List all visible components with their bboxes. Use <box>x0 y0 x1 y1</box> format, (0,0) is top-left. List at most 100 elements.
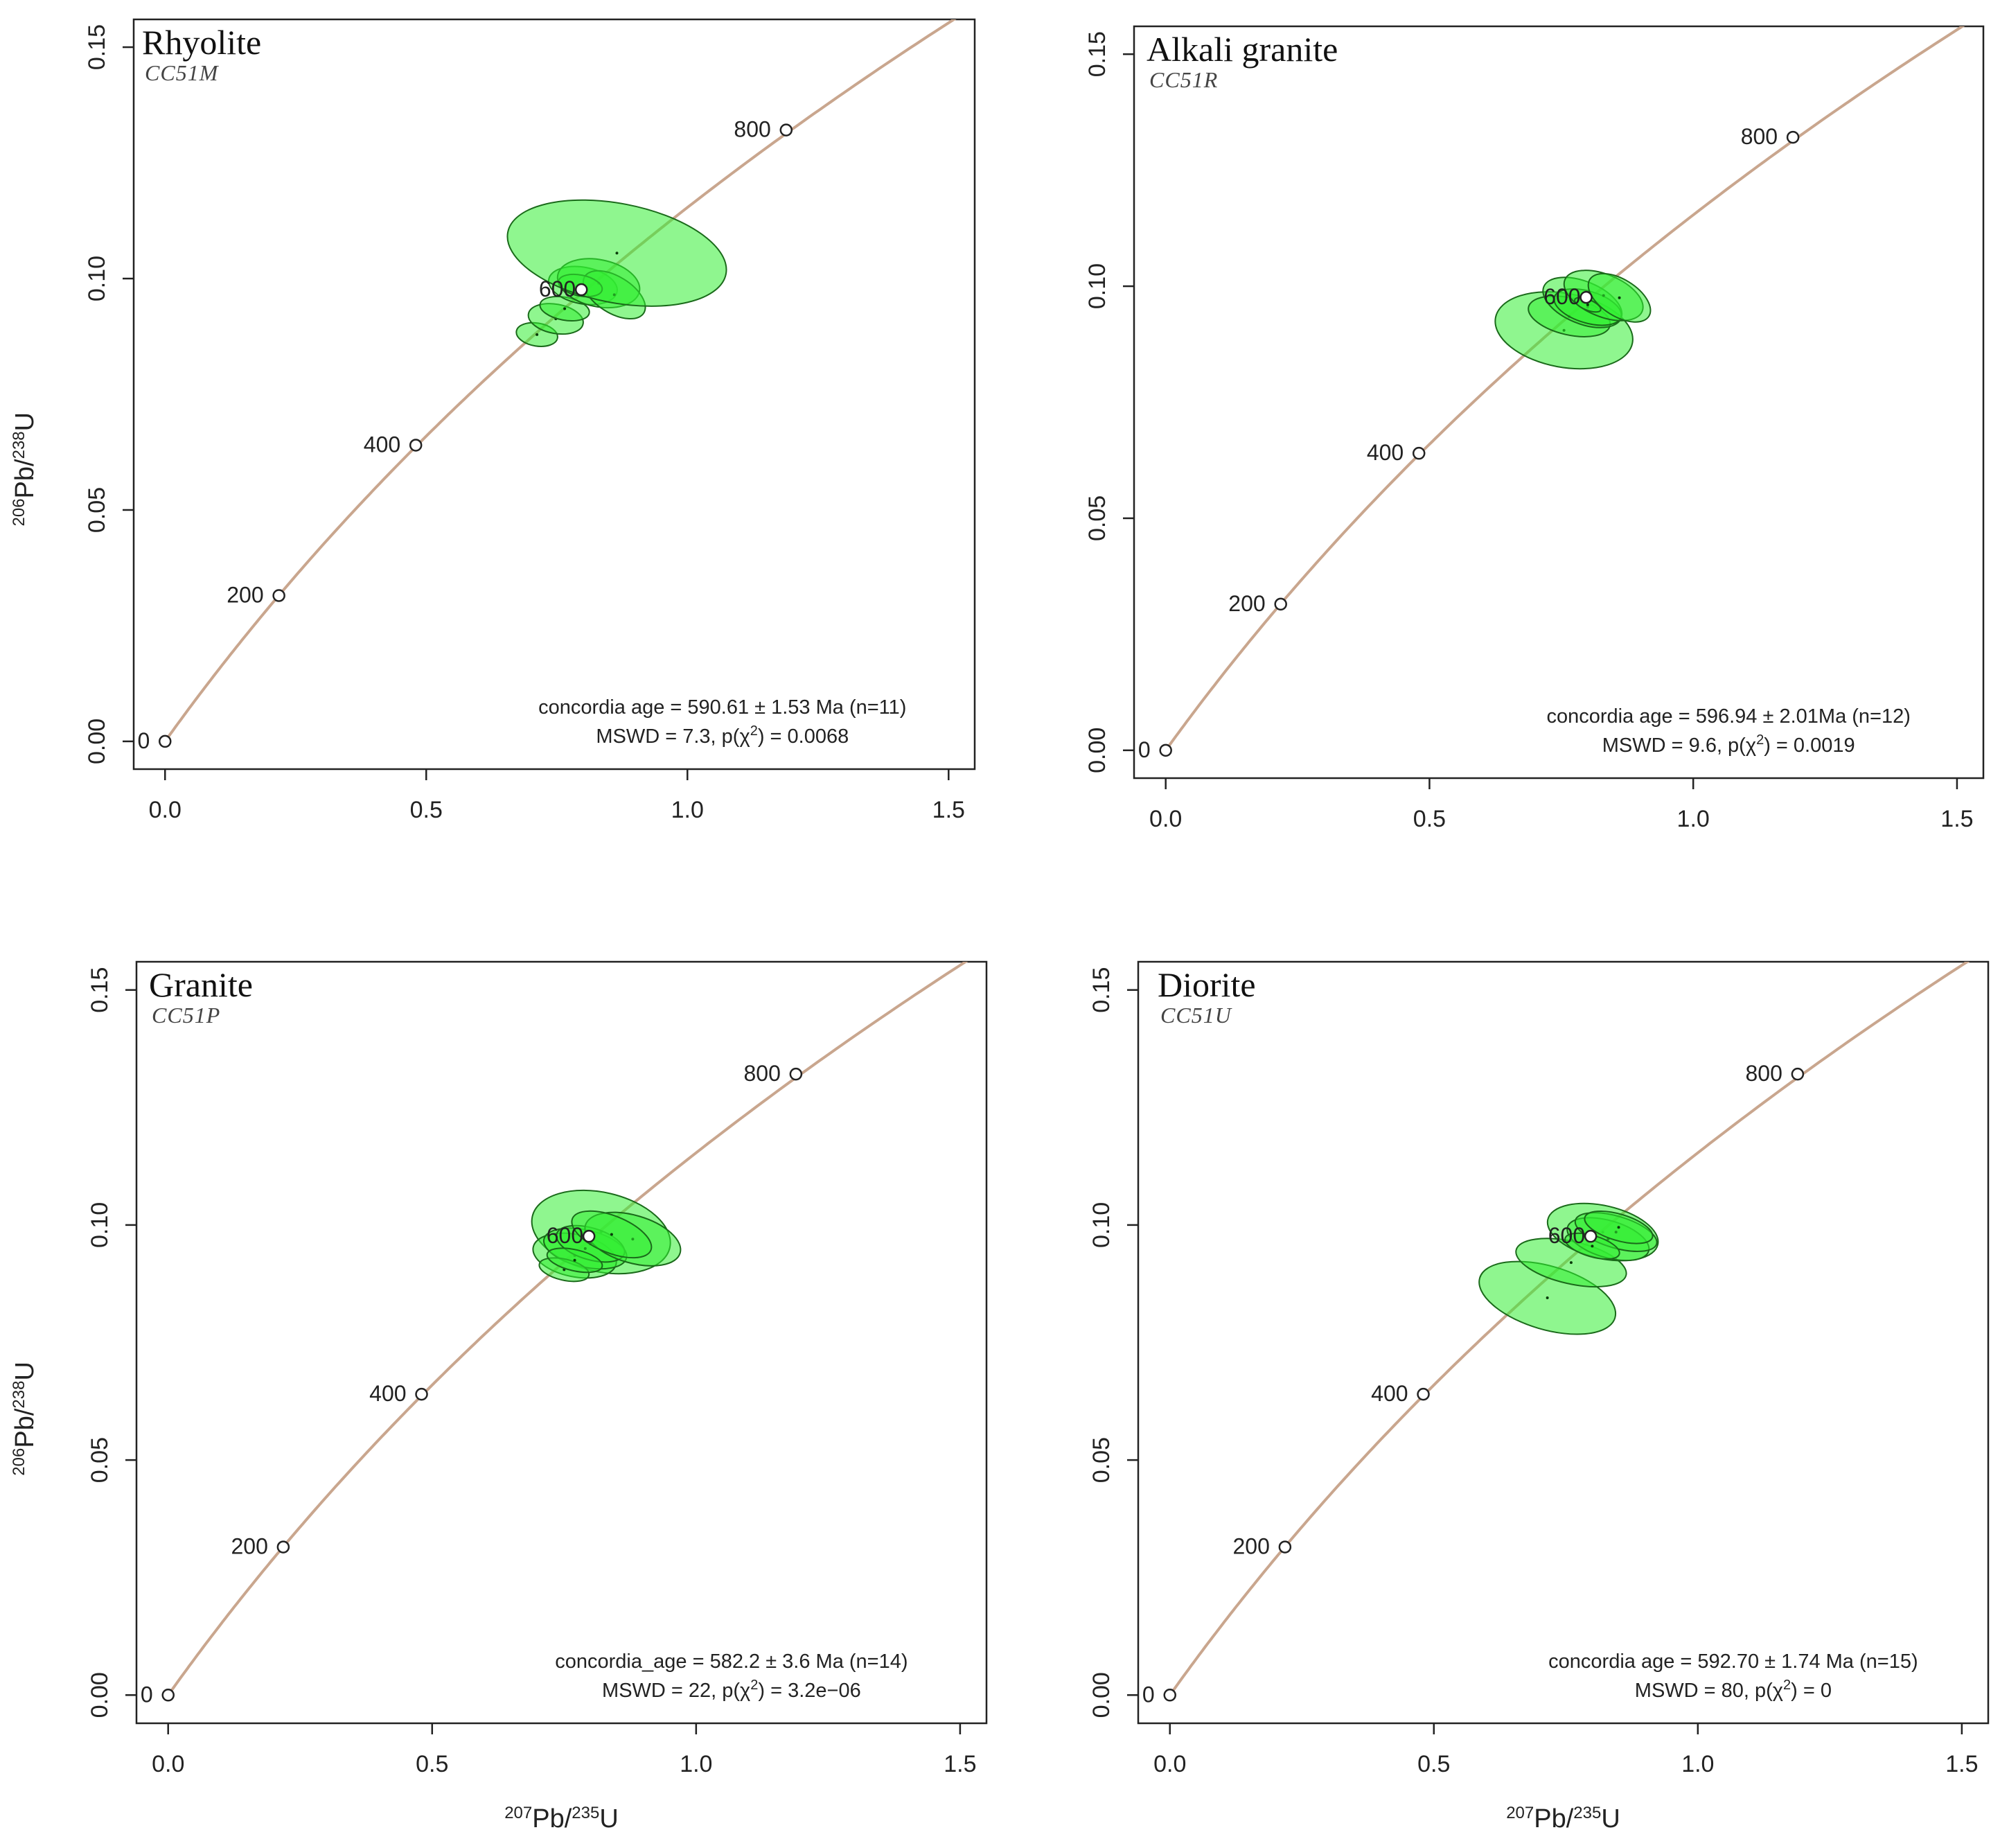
x-axis-label-sup1: 207 <box>1506 1804 1534 1822</box>
y-tick-label: 0.05 <box>1084 495 1110 541</box>
plot-frame <box>1137 960 1990 1725</box>
age-marker <box>789 1067 803 1081</box>
age-marker-label: 800 <box>734 117 770 142</box>
y-axis-label: 206Pb/238U <box>10 412 40 527</box>
ellipse-center <box>1569 1261 1573 1265</box>
age-marker <box>1159 743 1172 757</box>
stats-line-2-tail: ) = 0.0019 <box>1764 734 1855 757</box>
age-marker <box>574 283 588 297</box>
x-tick-label: 1.0 <box>680 1751 712 1777</box>
stats-line-2-tail: ) = 0.0068 <box>758 725 849 748</box>
y-tick-label: 0.15 <box>87 967 113 1013</box>
ellipse-center <box>1617 1226 1620 1229</box>
age-marker-label: 600 <box>547 1223 583 1248</box>
age-marker <box>1584 1229 1598 1243</box>
y-tick-label: 0.05 <box>87 1437 113 1483</box>
x-axis-label: 207Pb/235U <box>504 1804 619 1834</box>
x-tick-label: 0.5 <box>416 1751 448 1777</box>
x-axis-label-sup2: 235 <box>572 1804 599 1822</box>
y-tick-label: 0.15 <box>84 24 110 70</box>
chart-panel-4: 0.0 0.5 1.0 1.5 0.00 0.05 0.10 0.15 0 200 400 600 80… <box>1088 960 1990 1834</box>
age-marker-label: 200 <box>231 1534 267 1559</box>
plot-area: 0 200 400 600 800 <box>1142 962 1970 1707</box>
chart-panel-2: 0.0 0.5 1.0 1.5 0.00 0.05 0.10 0.15 0 200 400 600 80… <box>1084 25 1985 832</box>
plot-frame <box>1133 25 1985 780</box>
ellipse-center <box>610 1233 613 1236</box>
x-tick-label: 1.5 <box>1945 1751 1978 1777</box>
age-marker <box>1791 1067 1805 1081</box>
age-marker-label: 200 <box>1232 1534 1269 1559</box>
stats-line-2: MSWD = 80, p(χ2) = 0 <box>1635 1678 1832 1702</box>
stats-line-2-sup: 2 <box>1756 732 1764 748</box>
age-marker-label: 400 <box>369 1381 406 1406</box>
ellipse-center <box>1618 296 1621 299</box>
stats-line-1: concordia age = 592.70 ± 1.74 Ma (n=15) <box>1548 1651 1918 1673</box>
y-axis-label-sup1: 206 <box>9 1448 28 1476</box>
x-axis-label-main: Pb/ <box>1534 1804 1573 1833</box>
stats-line-2-tail: ) = 3.2e−06 <box>758 1680 860 1702</box>
stats-line-2-sup: 2 <box>750 1678 758 1693</box>
x-tick-label: 0.0 <box>152 1751 184 1777</box>
panel-subtitle: CC51R <box>1149 67 1218 92</box>
age-marker-label: 0 <box>1142 1682 1155 1707</box>
ellipse-center <box>1586 303 1589 306</box>
x-tick-label: 1.5 <box>1940 806 1973 832</box>
stats-line-2-sup: 2 <box>1783 1678 1791 1693</box>
x-tick-label: 0.0 <box>1149 806 1182 832</box>
age-marker-label: 400 <box>364 432 400 457</box>
age-marker-label: 0 <box>141 1682 153 1707</box>
y-axis-label-sup2: 238 <box>10 431 28 459</box>
age-marker <box>161 1689 175 1702</box>
ellipse-center <box>1546 1296 1549 1300</box>
age-marker <box>158 734 172 748</box>
y-axis-label-main: Pb/ <box>10 459 39 498</box>
x-tick-label: 0.5 <box>1417 1751 1450 1777</box>
age-marker <box>1417 1387 1430 1401</box>
age-marker <box>276 1540 290 1554</box>
panel-title: Granite <box>149 965 253 1004</box>
panel-title: Alkali granite <box>1147 30 1338 69</box>
y-axis-label-sup1: 206 <box>10 498 28 526</box>
plot-area: 0 200 400 600 800 <box>141 962 968 1707</box>
age-marker-label: 0 <box>137 728 150 753</box>
y-tick-label: 0.00 <box>84 719 110 764</box>
y-tick-label: 0.00 <box>87 1672 113 1718</box>
age-marker-label: 800 <box>1741 124 1778 149</box>
age-marker-label: 800 <box>743 1061 780 1086</box>
age-marker <box>1579 290 1593 304</box>
age-marker <box>1278 1540 1292 1554</box>
age-marker-label: 600 <box>539 276 576 301</box>
y-axis-label: 206Pb/238U <box>9 1362 39 1476</box>
x-tick-label: 1.0 <box>671 797 704 823</box>
plot-area: 0 200 400 600 800 <box>137 19 957 753</box>
ellipse-center <box>536 333 539 336</box>
ellipse-center <box>563 307 567 310</box>
panels: 0.0 0.5 1.0 1.50.000.050.100.15020040060080… <box>9 18 1990 1834</box>
age-marker <box>582 1229 596 1243</box>
age-marker <box>1412 446 1426 460</box>
stats-line-2-main: MSWD = 22, p(χ <box>602 1680 750 1702</box>
plot-frame <box>132 18 976 771</box>
stats-line-2-tail: ) = 0 <box>1791 1680 1832 1702</box>
age-marker-label: 200 <box>227 583 263 608</box>
x-tick-label: 0.0 <box>149 797 182 823</box>
stats-line-1: concordia age = 596.94 ± 2.01Ma (n=12) <box>1547 705 1911 728</box>
chart-panel-1: 0.0 0.5 1.0 1.5 0.00 0.05 0.10 0.15 0 200 400 600 80… <box>10 18 976 823</box>
y-tick-label: 0.05 <box>1088 1437 1115 1483</box>
y-axis-label-tail: U <box>10 412 39 431</box>
y-tick-label: 0.15 <box>1088 967 1115 1013</box>
age-marker <box>415 1387 428 1401</box>
x-axis-label-main: Pb/ <box>532 1804 572 1833</box>
age-marker-label: 600 <box>1543 284 1580 309</box>
age-marker-label: 800 <box>1745 1061 1782 1086</box>
age-marker <box>272 589 285 602</box>
age-marker <box>409 439 423 452</box>
age-marker-label: 0 <box>1138 737 1151 762</box>
age-marker <box>1786 130 1800 144</box>
y-tick-label: 0.15 <box>1084 31 1110 77</box>
age-marker-label: 200 <box>1228 591 1265 616</box>
stats-line-2-main: MSWD = 7.3, p(χ <box>596 725 750 748</box>
x-axis-label: 207Pb/235U <box>1506 1804 1620 1834</box>
ellipse-center <box>1591 1244 1594 1248</box>
y-axis-label-main: Pb/ <box>10 1408 39 1447</box>
